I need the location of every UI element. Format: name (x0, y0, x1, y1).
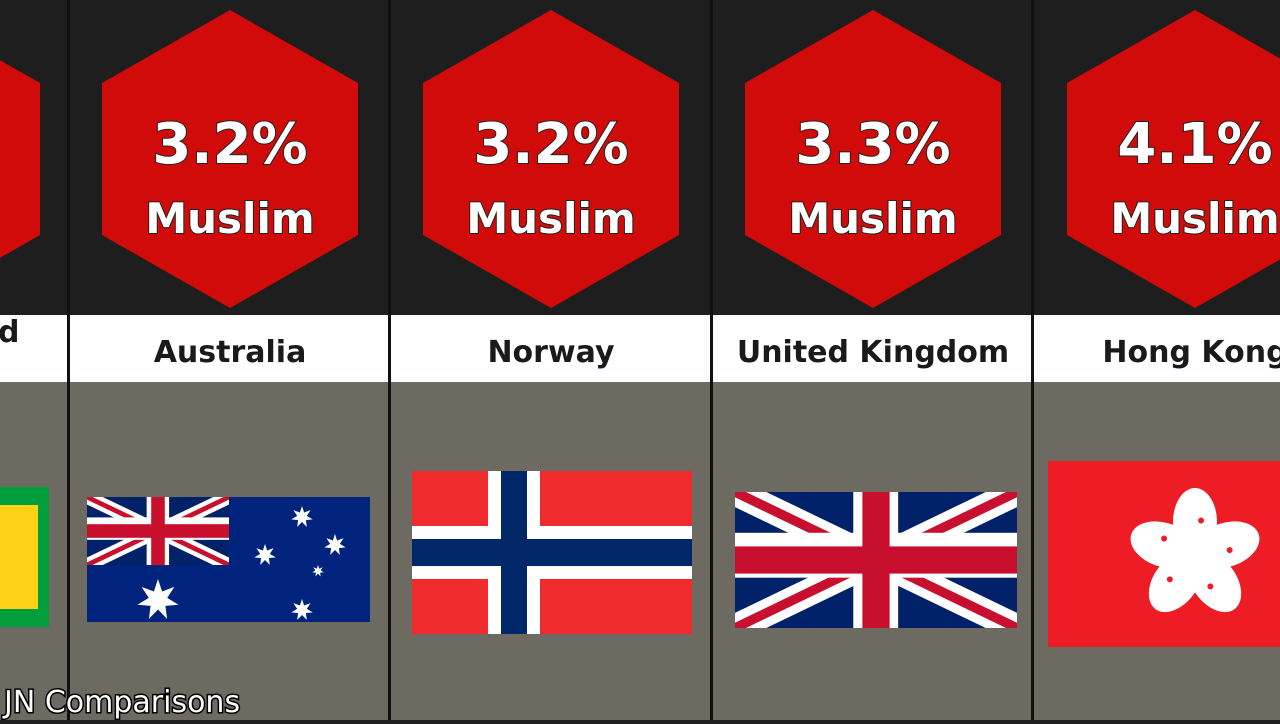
flag-star (254, 544, 276, 565)
flag-star (291, 506, 313, 527)
religion-label: Muslim (1110, 194, 1279, 243)
country-label: Hong Kong (1102, 335, 1280, 370)
flag-star (312, 565, 324, 577)
petal-star (1198, 517, 1205, 524)
hexagon (102, 10, 358, 308)
religion-label: Muslim (466, 194, 635, 243)
percent-label: 4.1% (1117, 112, 1272, 177)
petal-star (1226, 547, 1233, 554)
flag-uk (735, 492, 1017, 628)
column-divider (67, 0, 70, 720)
hexagon (745, 10, 1001, 308)
flag-star (137, 579, 179, 619)
flag-star (324, 534, 346, 555)
jack-cross-red (862, 492, 890, 628)
column-divider (710, 0, 713, 720)
flag-norway (412, 471, 692, 634)
petal-star (1166, 576, 1173, 583)
flag-hong-kong (1048, 461, 1280, 647)
country-label-partial: d (0, 315, 19, 350)
column-divider (1031, 0, 1034, 720)
union-jack (735, 492, 1017, 628)
label-band (0, 315, 1280, 382)
country-label: Norway (487, 335, 615, 370)
hexagon (423, 10, 679, 308)
country-label: United Kingdom (737, 335, 1009, 370)
flag-partial (0, 487, 49, 627)
watermark: JN Comparisons (2, 685, 240, 720)
column-divider (388, 0, 391, 720)
country-label: Australia (154, 335, 307, 370)
hexagon (1067, 10, 1280, 308)
percent-label: 3.3% (795, 112, 950, 177)
cross-blue (501, 471, 527, 634)
jack-cross-red (151, 497, 165, 565)
religion-label: Muslim (145, 194, 314, 243)
hexagon-partial (0, 60, 40, 258)
percent-label: 3.2% (473, 112, 628, 177)
flag-star (291, 599, 313, 620)
union-jack (87, 497, 229, 565)
bauhinia-petal (1130, 521, 1197, 569)
petal-star (1161, 535, 1168, 542)
petal-star (1207, 583, 1214, 590)
religion-label: Muslim (788, 194, 957, 243)
cross-blue (412, 539, 692, 566)
flag-australia (87, 497, 370, 622)
percent-label: 3.2% (152, 112, 307, 177)
